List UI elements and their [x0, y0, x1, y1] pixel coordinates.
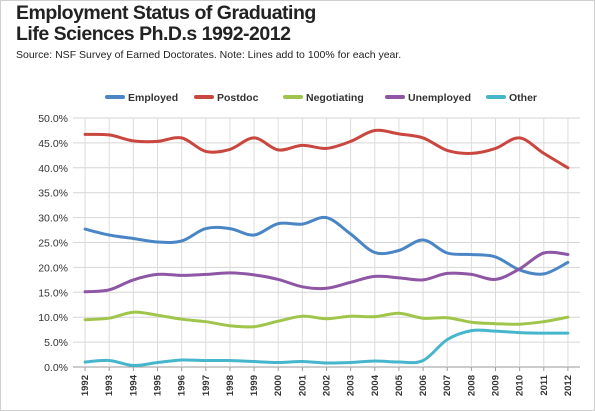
- chart-title-line-2: Life Sciences Ph.D.s 1992-2012: [16, 23, 291, 45]
- series-line-postdoc: [83, 128, 570, 170]
- x-tick-label: 1998: [225, 375, 236, 396]
- chart-title: Employment Status of Graduating Life Sci…: [16, 3, 316, 45]
- x-tick-label: 1997: [201, 375, 212, 396]
- x-tick-label: 2012: [563, 375, 574, 396]
- x-tick-label: 2004: [370, 374, 381, 396]
- legend-label-unemployed: Unemployed: [408, 92, 471, 104]
- series-line-other: [83, 328, 570, 368]
- legend-label-postdoc: Postdoc: [217, 92, 259, 104]
- x-tick-label: 1995: [153, 374, 164, 396]
- y-tick-label: 20.0%: [38, 262, 68, 274]
- chart-title-line-1: Employment Status of Graduating: [16, 2, 316, 24]
- y-tick-label: 40.0%: [38, 163, 68, 175]
- y-tick-label: 10.0%: [38, 312, 68, 324]
- x-tick-label: 2005: [394, 374, 405, 396]
- series-line-negotiating: [83, 310, 570, 329]
- x-tick-label: 1999: [249, 375, 260, 396]
- x-tick-label: 1994: [128, 374, 139, 396]
- y-tick-label: 5.0%: [44, 337, 68, 349]
- y-tick-label: 45.0%: [38, 138, 68, 150]
- series-line-employed: [83, 215, 570, 276]
- x-tick-label: 2006: [418, 375, 429, 396]
- x-tick-label: 2001: [297, 374, 308, 396]
- axes: 0.0% 5.0% 10.0% 15.0% 20.0% 25.0% 30.0% 35.0% 40…: [38, 113, 574, 396]
- legend-label-other: Other: [509, 92, 537, 104]
- x-tick-label: 2009: [491, 375, 502, 396]
- x-tick-label: 2003: [346, 375, 357, 396]
- legend-label-negotiating: Negotiating: [306, 92, 364, 104]
- y-tick-label: 25.0%: [38, 238, 68, 250]
- x-tick-label: 2010: [515, 375, 526, 396]
- legend-label-employed: Employed: [128, 92, 178, 104]
- legend: Employed Postdoc Negotiating Unemployed Othe…: [105, 92, 537, 104]
- x-tick-label: 2000: [273, 375, 284, 396]
- x-tick-label: 1996: [177, 375, 188, 396]
- chart-subtitle: Source: NSF Survey of Earned Doctorates.…: [16, 49, 402, 61]
- y-tick-label: 35.0%: [38, 188, 68, 200]
- x-tick-label: 2007: [442, 375, 453, 396]
- y-tick-label: 15.0%: [38, 287, 68, 299]
- y-tick-label: 50.0%: [38, 113, 68, 125]
- x-tick-label: 1992: [80, 375, 91, 396]
- x-tick-label: 1993: [104, 375, 115, 396]
- series-lines: [83, 128, 570, 368]
- x-tick-label: 2002: [322, 375, 333, 396]
- y-tick-label: 0.0%: [44, 362, 68, 374]
- y-tick-label: 30.0%: [38, 213, 68, 225]
- series-line-unemployed: [83, 250, 570, 294]
- x-tick-label: 2011: [539, 374, 550, 395]
- x-tick-label: 2008: [466, 375, 477, 396]
